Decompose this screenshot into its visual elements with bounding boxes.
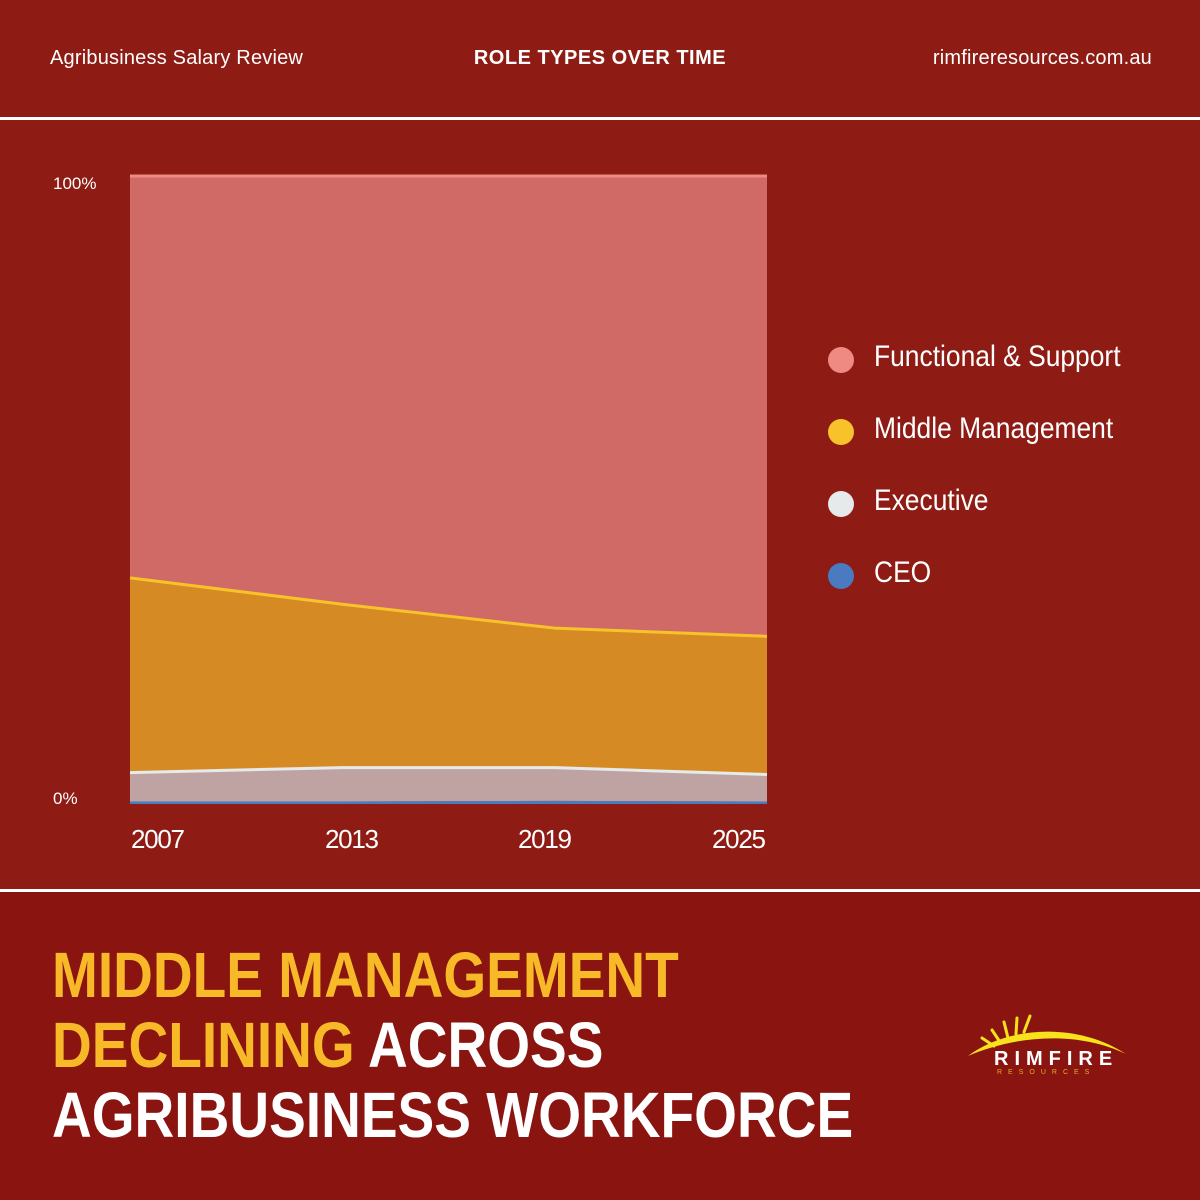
legend-swatch — [828, 563, 854, 589]
area-middle-management — [130, 577, 767, 775]
x-axis-ticks: 2007 2013 2019 2025 — [131, 824, 766, 854]
chart-areas — [130, 176, 767, 804]
x-tick-label: 2007 — [131, 824, 185, 854]
footer-panel — [0, 892, 1200, 1200]
divider-bottom — [0, 889, 1200, 892]
legend-label: Functional & Support — [874, 340, 1121, 373]
y-tick-label: 100% — [53, 174, 96, 193]
headline-line-2: DECLINING ACROSS — [52, 1010, 853, 1080]
stacked-area-chart: 100% 0% 2007 2013 2019 2025 — [53, 174, 768, 854]
legend-label: Executive — [874, 484, 989, 517]
chart-lines — [129, 174, 768, 776]
report-name: Agribusiness Salary Review — [50, 47, 304, 69]
area-executive — [130, 767, 767, 802]
header-bar: Agribusiness Salary Review ROLE TYPES OV… — [0, 0, 1200, 118]
website-link[interactable]: rimfireresources.com.au — [932, 47, 1152, 69]
logo-wordmark: RIMFIRE — [994, 1048, 1119, 1070]
headline: MIDDLE MANAGEMENT DECLINING ACROSS AGRIB… — [52, 940, 853, 1150]
area-ceo — [130, 800, 767, 804]
area-functional-support — [130, 176, 767, 637]
legend-label: CEO — [874, 556, 932, 589]
x-tick-label: 2019 — [518, 824, 572, 854]
headline-line-2-rest: ACROSS — [354, 1009, 604, 1081]
x-tick-label: 2025 — [712, 824, 766, 854]
headline-accent: DECLINING — [52, 1009, 355, 1081]
sun-burst-icon — [968, 1014, 1126, 1056]
headline-line-1: MIDDLE MANAGEMENT — [52, 939, 679, 1011]
logo-subtext: RESOURCES — [997, 1069, 1096, 1076]
chart-heading: ROLE TYPES OVER TIME — [473, 47, 727, 69]
legend-swatch — [828, 491, 854, 517]
y-tick-label: 0% — [53, 789, 78, 808]
legend-swatch — [828, 347, 854, 373]
legend-label: Middle Management — [874, 412, 1114, 445]
divider-top — [0, 117, 1200, 120]
rimfire-logo: RIMFIRE RESOURCES — [964, 1008, 1134, 1088]
line-middle-management — [129, 576, 768, 638]
headline-line-3: AGRIBUSINESS WORKFORCE — [52, 1079, 854, 1151]
y-axis-ticks: 100% 0% — [53, 174, 96, 808]
x-tick-label: 2013 — [325, 824, 379, 854]
line-executive — [129, 766, 768, 776]
legend-swatch — [828, 419, 854, 445]
